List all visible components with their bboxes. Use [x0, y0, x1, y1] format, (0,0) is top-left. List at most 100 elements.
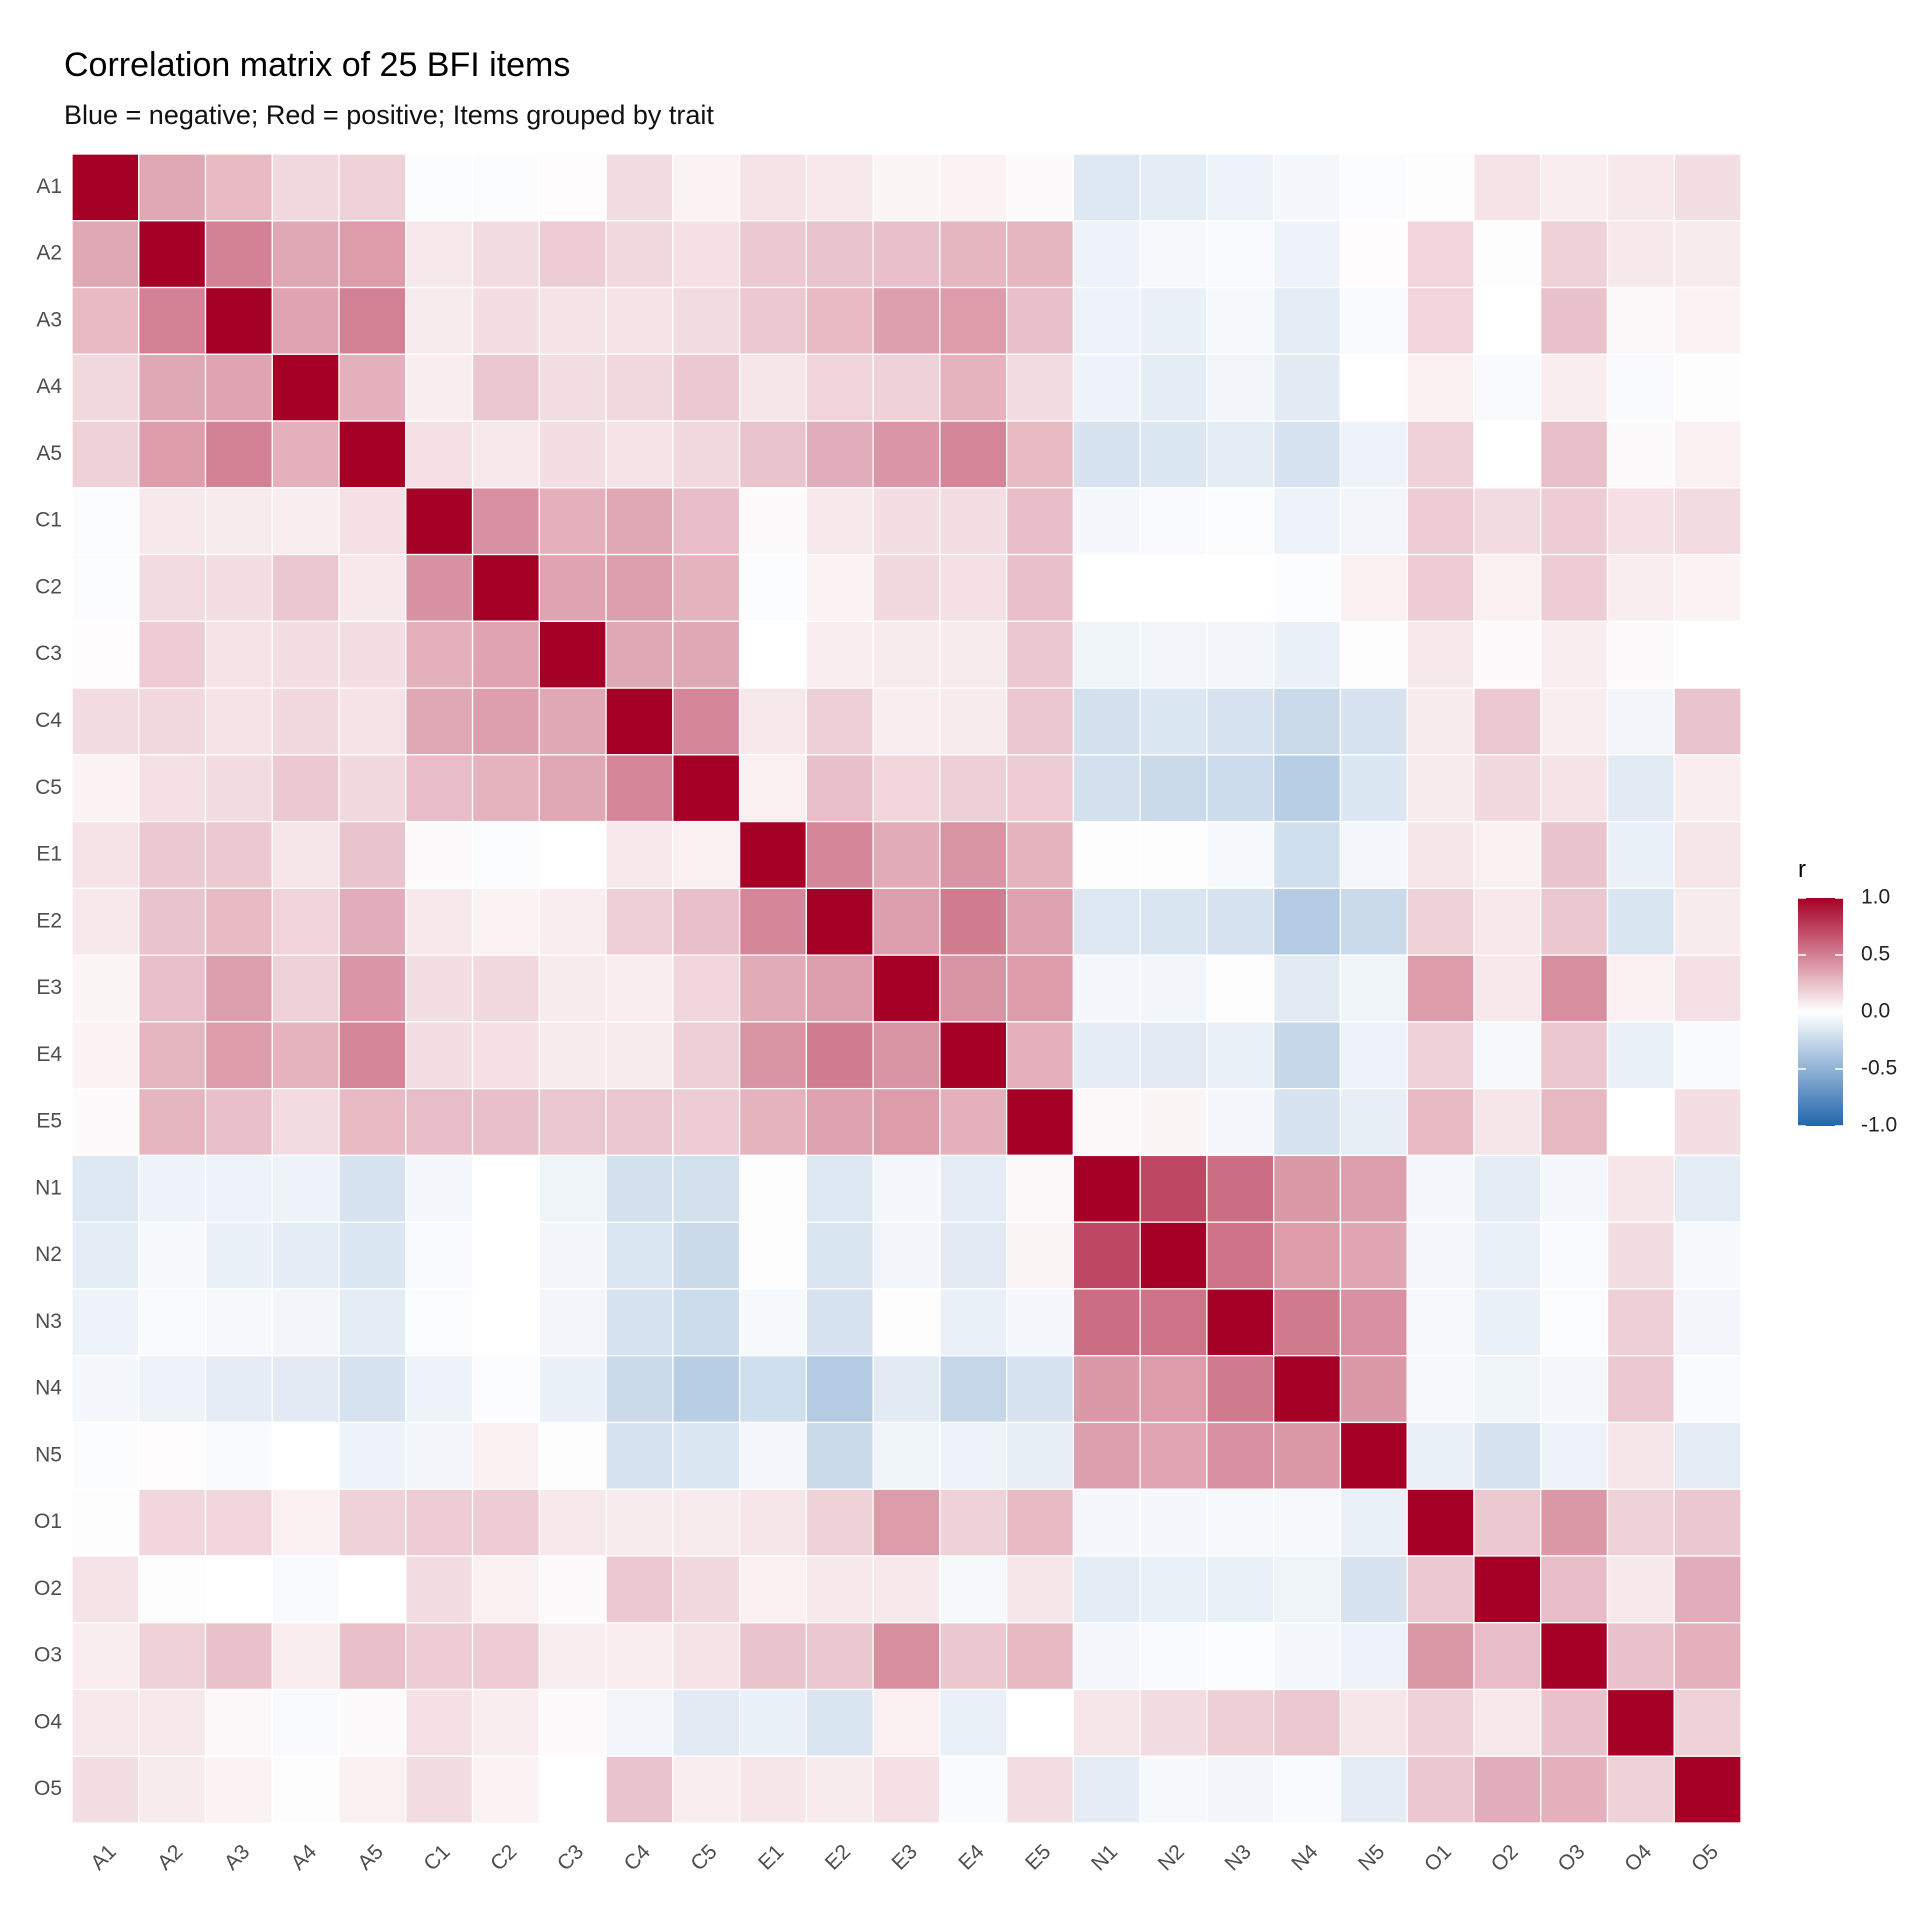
heatmap-cell — [538, 954, 607, 1023]
heatmap-cell — [138, 1688, 207, 1757]
heatmap-cell — [1273, 1488, 1342, 1557]
heatmap-cell — [204, 887, 273, 956]
heatmap-cell — [1139, 1421, 1208, 1490]
heatmap-cell — [538, 1221, 607, 1290]
heatmap-cell — [605, 754, 674, 823]
x-tick-label: C1 — [419, 1840, 454, 1875]
heatmap-cell — [71, 887, 140, 956]
heatmap-cell — [872, 420, 941, 489]
heatmap-cell — [1406, 487, 1475, 556]
heatmap-cell — [672, 1622, 741, 1691]
heatmap-cell — [1139, 153, 1208, 222]
heatmap-cell — [672, 1688, 741, 1757]
heatmap-cell — [1540, 1555, 1609, 1624]
heatmap-cell — [1406, 553, 1475, 622]
heatmap-cell — [1206, 1488, 1275, 1557]
heatmap-cell — [1406, 820, 1475, 890]
heatmap-cell — [538, 820, 607, 890]
heatmap-cell — [1139, 1622, 1208, 1691]
heatmap-cell — [605, 1154, 674, 1223]
heatmap-cell — [1606, 820, 1675, 890]
heatmap-cell — [471, 553, 540, 622]
heatmap-cell — [271, 353, 340, 422]
heatmap-cell — [1005, 1555, 1075, 1624]
y-tick-label: C2 — [35, 575, 62, 598]
heatmap-cell — [672, 286, 741, 355]
heatmap-cell — [405, 887, 474, 956]
heatmap-cell — [1206, 1221, 1275, 1290]
heatmap-cell — [672, 420, 741, 489]
heatmap-cell — [204, 1288, 273, 1357]
heatmap-cell — [338, 887, 407, 956]
heatmap-cell — [71, 1355, 140, 1424]
heatmap-cell — [138, 1087, 207, 1157]
heatmap-cell — [872, 1021, 941, 1090]
heatmap-cell — [1606, 553, 1675, 622]
heatmap-cell — [1072, 420, 1141, 489]
heatmap-cell — [1206, 1154, 1275, 1223]
heatmap-cell — [1673, 487, 1742, 556]
heatmap-cell — [1206, 687, 1275, 756]
heatmap-cell — [872, 1087, 941, 1157]
x-tick-label: O2 — [1487, 1840, 1523, 1876]
heatmap-cell — [1139, 353, 1208, 422]
x-tick-label: N5 — [1354, 1840, 1389, 1875]
heatmap-cell — [1473, 887, 1542, 956]
heatmap-cell — [1206, 620, 1275, 689]
heatmap-cell — [471, 353, 540, 422]
heatmap-cell — [939, 1688, 1008, 1757]
heatmap-cell — [1139, 1154, 1208, 1223]
heatmap-cell — [1406, 687, 1475, 756]
heatmap-cell — [872, 286, 941, 355]
heatmap-cell — [1072, 820, 1141, 890]
heatmap-cell — [1473, 1021, 1542, 1090]
heatmap-cell — [1072, 1488, 1141, 1557]
heatmap-cell — [605, 1555, 674, 1624]
heatmap-cell — [1540, 887, 1609, 956]
heatmap-cell — [672, 1021, 741, 1090]
heatmap-cell — [1673, 1154, 1742, 1223]
heatmap-cell — [1072, 1087, 1141, 1157]
heatmap-cell — [1273, 1221, 1342, 1290]
heatmap-cell — [805, 153, 874, 222]
heatmap-cell — [471, 1021, 540, 1090]
heatmap-cell — [738, 620, 808, 689]
heatmap-cell — [1339, 286, 1408, 355]
heatmap-cell — [939, 1488, 1008, 1557]
heatmap-cell — [1339, 954, 1408, 1023]
heatmap-cell — [1139, 553, 1208, 622]
heatmap-cell — [1273, 1087, 1342, 1157]
heatmap-cell — [1606, 1688, 1675, 1757]
heatmap-cell — [271, 620, 340, 689]
heatmap-cell — [204, 1355, 273, 1424]
heatmap-cell — [1339, 153, 1408, 222]
heatmap-cell — [1139, 1288, 1208, 1357]
heatmap-cell — [1540, 754, 1609, 823]
heatmap-cell — [1473, 153, 1542, 222]
heatmap-cell — [1005, 687, 1075, 756]
heatmap-cell — [1473, 687, 1542, 756]
heatmap-cell — [1072, 1688, 1141, 1757]
heatmap-cell — [1139, 1087, 1208, 1157]
heatmap-cell — [1339, 1288, 1408, 1357]
heatmap-cell — [405, 1021, 474, 1090]
heatmap-cell — [405, 153, 474, 222]
heatmap-cell — [1540, 353, 1609, 422]
heatmap-cell — [271, 887, 340, 956]
heatmap-cell — [71, 1488, 140, 1557]
heatmap-cell — [1606, 1755, 1675, 1824]
heatmap-cell — [672, 1221, 741, 1290]
heatmap-cell — [1406, 954, 1475, 1023]
heatmap-cell — [1673, 1355, 1742, 1424]
y-tick-label: A3 — [36, 308, 62, 331]
heatmap-cell — [1339, 1421, 1408, 1490]
heatmap-cell — [471, 754, 540, 823]
heatmap-cell — [939, 1154, 1008, 1223]
heatmap-cell — [138, 687, 207, 756]
heatmap-cell — [872, 553, 941, 622]
heatmap-cell — [405, 1221, 474, 1290]
heatmap-cell — [1540, 1087, 1609, 1157]
heatmap-cell — [805, 553, 874, 622]
y-tick-label: O2 — [34, 1577, 62, 1600]
heatmap-cell — [338, 1622, 407, 1691]
